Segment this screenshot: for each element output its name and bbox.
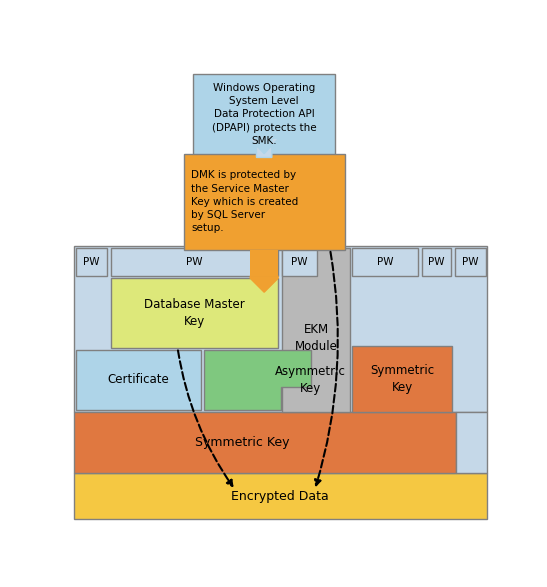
Bar xyxy=(282,248,350,411)
Bar xyxy=(184,154,345,250)
Bar xyxy=(282,248,317,276)
Polygon shape xyxy=(249,138,279,157)
Text: Symmetric Key: Symmetric Key xyxy=(195,436,289,449)
Text: Asymmetric
Key: Asymmetric Key xyxy=(275,365,346,395)
Bar xyxy=(76,248,107,276)
Bar xyxy=(110,248,278,276)
Bar xyxy=(455,248,486,276)
Bar xyxy=(193,75,335,157)
Text: Windows Operating
System Level
Data Protection API
(DPAPI) protects the
SMK.: Windows Operating System Level Data Prot… xyxy=(212,83,317,146)
Text: PW: PW xyxy=(186,257,203,267)
Text: PW: PW xyxy=(462,257,479,267)
Text: PW: PW xyxy=(377,257,393,267)
Bar xyxy=(76,350,201,410)
Bar xyxy=(456,411,487,473)
Text: Symmetric
Key: Symmetric Key xyxy=(370,364,434,394)
Bar xyxy=(74,411,456,473)
Polygon shape xyxy=(205,350,311,410)
Polygon shape xyxy=(251,276,278,292)
Bar xyxy=(352,248,418,276)
Text: PW: PW xyxy=(428,257,445,267)
Text: Encrypted Data: Encrypted Data xyxy=(231,490,329,502)
Bar xyxy=(74,246,487,411)
Bar xyxy=(251,250,278,276)
Text: PW: PW xyxy=(292,257,308,267)
Text: Database Master
Key: Database Master Key xyxy=(144,298,245,328)
Bar xyxy=(110,278,278,348)
Text: EKM
Module: EKM Module xyxy=(295,323,337,353)
Text: PW: PW xyxy=(83,257,100,267)
Bar xyxy=(422,248,451,276)
Bar xyxy=(74,473,487,519)
Bar xyxy=(352,346,452,411)
Text: Certificate: Certificate xyxy=(108,373,170,386)
Text: DMK is protected by
the Service Master
Key which is created
by SQL Server
setup.: DMK is protected by the Service Master K… xyxy=(191,170,299,233)
